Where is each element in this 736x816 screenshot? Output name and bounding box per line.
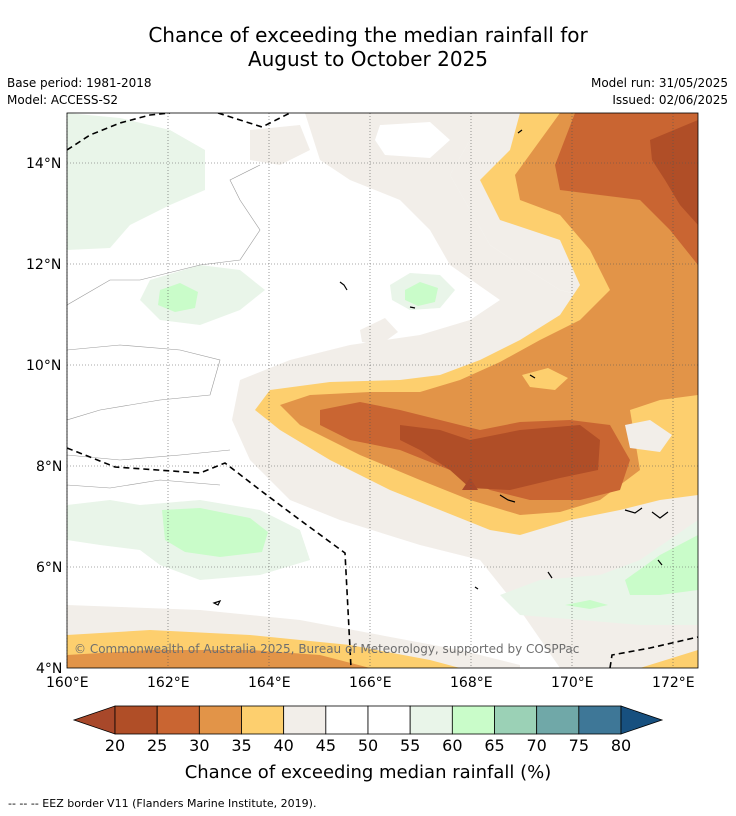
colorbar-label: 80	[610, 736, 632, 755]
colorbar-label: 55	[399, 736, 421, 755]
lat-tick-12n: 12°N	[26, 257, 62, 273]
colorbar-bin	[156, 705, 200, 735]
region-20-25-spot	[462, 478, 478, 490]
colorbar-bin	[578, 705, 622, 735]
region-60-65-southwest	[162, 508, 268, 557]
colorbar-bins	[114, 705, 622, 735]
region-35-40-south	[67, 650, 370, 668]
colorbar-low-arrow	[72, 705, 116, 735]
colorbar-label: 60	[442, 736, 463, 755]
colorbar-label: 65	[484, 736, 505, 755]
colorbar-bin	[283, 705, 327, 735]
island	[624, 507, 643, 514]
lon-tick-170e: 170°E	[551, 675, 594, 691]
colorbar-bin	[494, 705, 538, 735]
lat-tick-4n: 4°N	[36, 661, 63, 677]
lat-tick-8n: 8°N	[36, 459, 63, 475]
colorbar-bin	[114, 705, 158, 735]
eez-border	[609, 636, 698, 668]
island	[474, 586, 479, 590]
region-55-60-west	[67, 113, 205, 250]
lon-tick-172e: 172°E	[652, 675, 695, 691]
island	[529, 374, 536, 379]
region-45-50-topleft	[250, 125, 310, 165]
region-45-50-bay	[625, 420, 672, 452]
colorbar-label: 20	[104, 736, 126, 755]
colorbar-label: 75	[568, 736, 589, 755]
colorbar-label: 70	[526, 736, 547, 755]
lon-tick-160e: 160°E	[46, 675, 89, 691]
gridlines	[66, 113, 698, 668]
island	[657, 559, 663, 566]
eez-borders	[67, 113, 698, 668]
lon-tick-164e: 164°E	[248, 675, 291, 691]
lat-tick-6n: 6°N	[36, 560, 63, 576]
islands	[212, 129, 669, 606]
contour-line	[67, 449, 231, 461]
colorbar	[72, 705, 664, 735]
region-25-30-center	[400, 425, 600, 490]
eez-border	[217, 113, 291, 128]
colorbar-bin	[325, 705, 369, 735]
lat-tick-10n: 10°N	[26, 358, 62, 374]
eez-border	[67, 447, 352, 668]
colorbar-label: 40	[273, 736, 294, 755]
map-title-line2: August to October 2025	[247, 47, 489, 71]
colorbar-bin	[451, 705, 495, 735]
model-name: Model: ACCESS-S2	[7, 93, 119, 107]
region-25-30-east	[650, 120, 698, 225]
map-title-line1: Chance of exceeding the median rainfall …	[148, 23, 588, 47]
lon-tick-168e: 168°E	[450, 675, 493, 691]
copyright-notice: © Commonwealth of Australia 2025, Bureau…	[74, 642, 580, 656]
contour-line	[67, 164, 261, 306]
island	[409, 306, 416, 309]
issued-date: Issued: 02/06/2025	[612, 93, 728, 107]
island	[339, 281, 348, 291]
region-45-50-isle	[360, 318, 398, 345]
colorbar-label: 25	[146, 736, 168, 755]
contour-lines	[67, 164, 261, 489]
lon-tick-166e: 166°E	[349, 675, 392, 691]
island	[651, 511, 669, 519]
island	[212, 599, 222, 606]
colorbar-label: 50	[357, 736, 379, 755]
lon-tick-162e: 162°E	[147, 675, 190, 691]
region-60-65-spot2	[405, 282, 438, 306]
island	[517, 129, 523, 134]
eez-footnote: -- -- -- EEZ border V11 (Flanders Marine…	[8, 797, 317, 810]
colorbar-label: 45	[315, 736, 336, 755]
base-period: Base period: 1981-2018	[7, 76, 152, 90]
colorbar-bin	[198, 705, 242, 735]
model-run: Model run: 31/05/2025	[590, 76, 728, 90]
region-60-65-strip	[565, 600, 608, 609]
island	[499, 494, 516, 503]
colorbar-label: 35	[231, 736, 252, 755]
island	[547, 571, 553, 579]
region-40-45-se	[640, 650, 698, 668]
colorbar-title: Chance of exceeding median rainfall (%)	[184, 762, 552, 783]
colorbar-label: 30	[189, 736, 210, 755]
region-55-60-southeast	[500, 520, 698, 625]
region-40-45-bay	[522, 368, 568, 390]
contour-line	[67, 344, 221, 421]
colorbar-bin	[241, 705, 285, 735]
region-50-55-inner-top	[375, 122, 450, 158]
colorbar-bin	[367, 705, 411, 735]
colorbar-bin	[409, 705, 453, 735]
colorbar-high-arrow	[620, 705, 664, 735]
map-frame	[66, 112, 699, 669]
map-fill-layers	[67, 113, 698, 668]
contour-line	[67, 479, 221, 489]
lat-tick-14n: 14°N	[26, 156, 62, 172]
colorbar-bin	[536, 705, 580, 735]
